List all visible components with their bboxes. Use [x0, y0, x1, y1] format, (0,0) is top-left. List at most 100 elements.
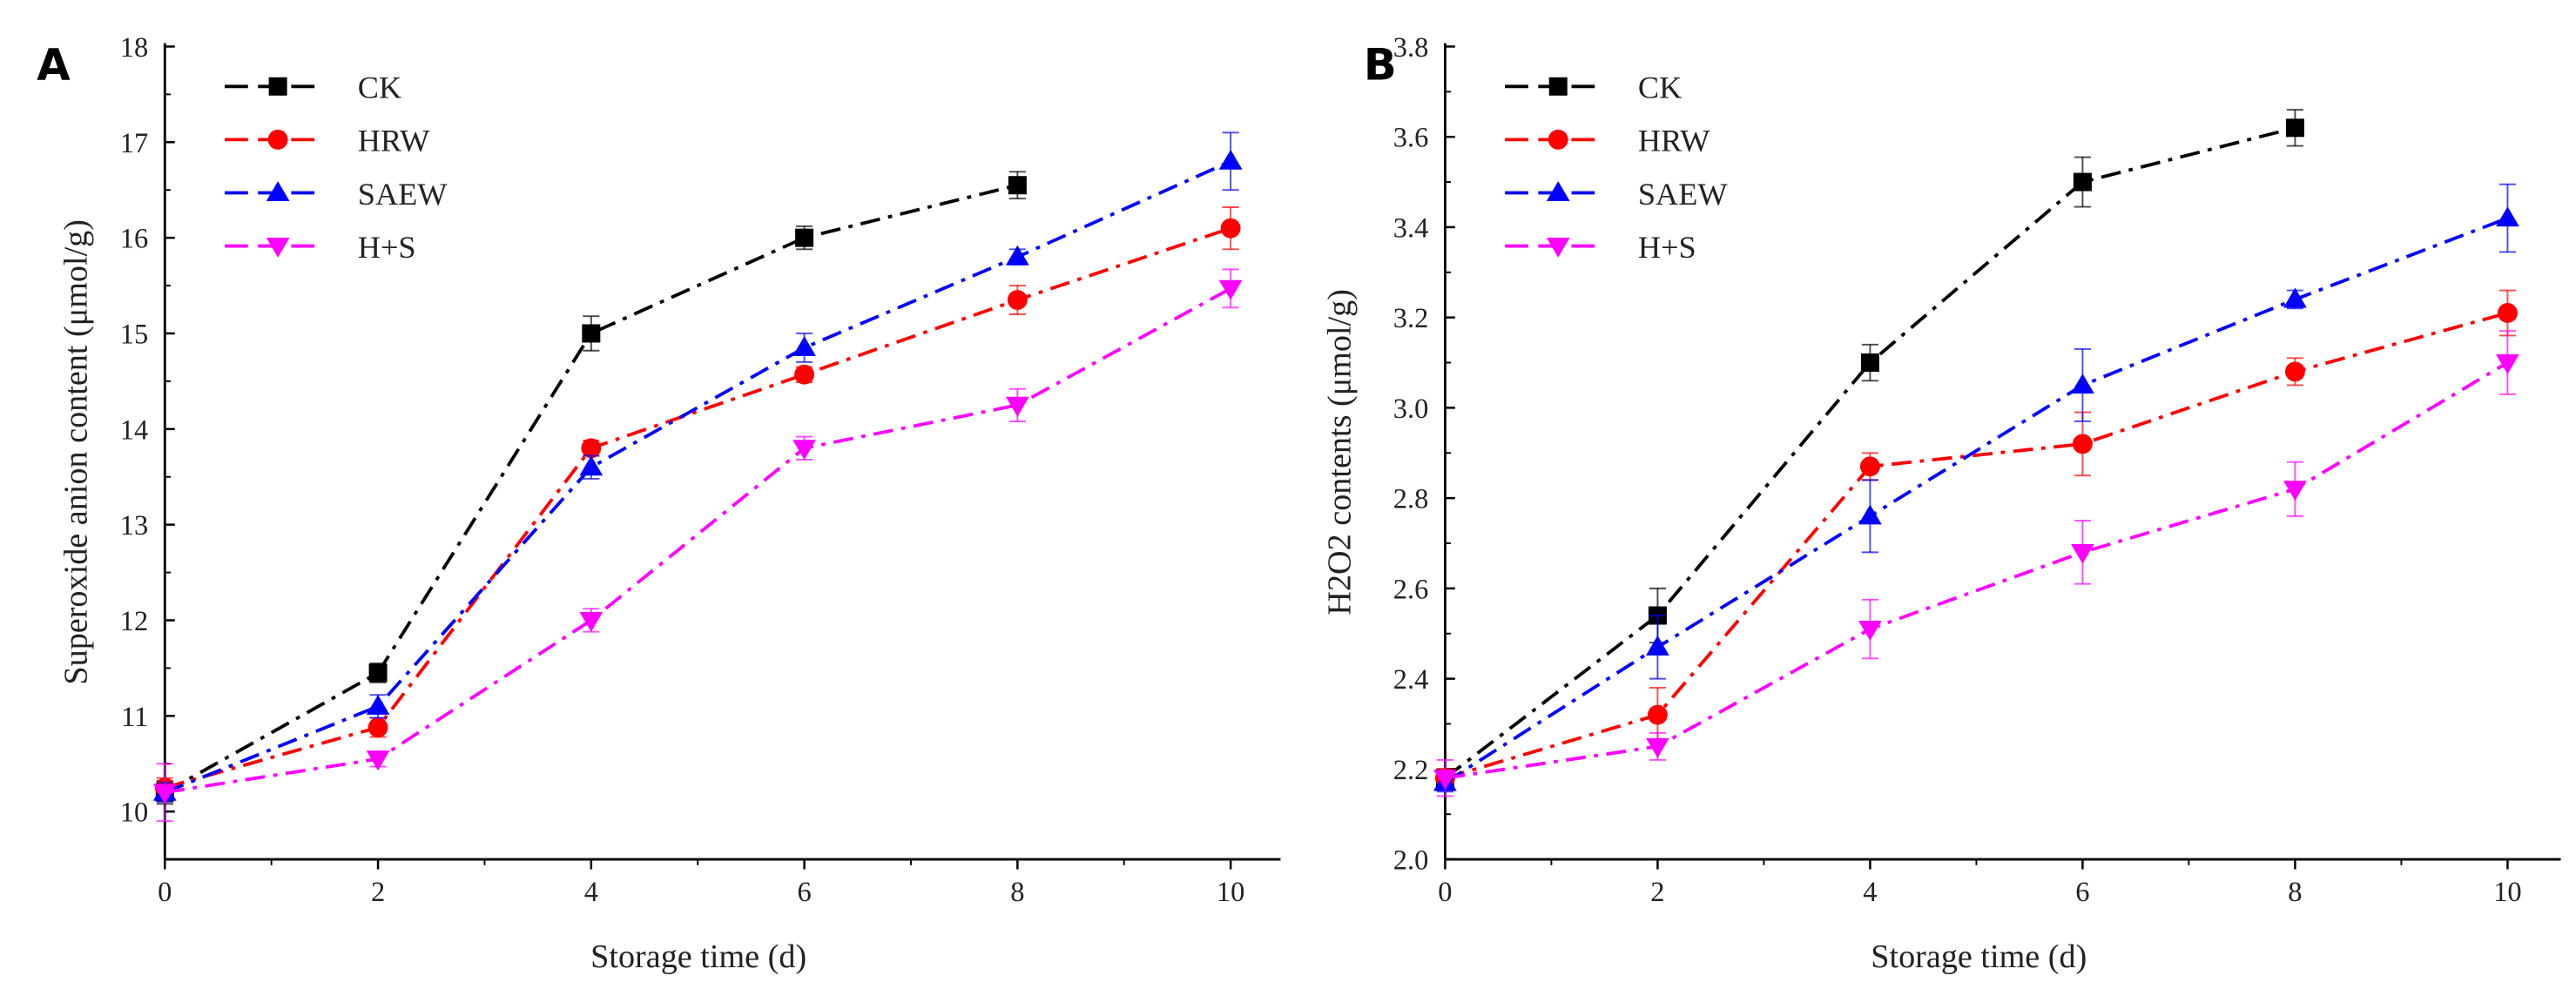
series-line [1444, 216, 2509, 784]
data-point [368, 717, 388, 737]
legend-item: H+S [225, 230, 416, 265]
data-point [1220, 218, 1241, 239]
data-point [1860, 353, 1879, 373]
series-line [1445, 360, 2509, 780]
y-tick-label: 12 [120, 606, 148, 637]
series-line [164, 226, 1231, 790]
x-tick-label: 4 [1863, 877, 1877, 908]
series-saew [152, 131, 1243, 804]
data-point [794, 364, 815, 385]
x-tick-label: 8 [1010, 877, 1024, 908]
series-line [164, 159, 1231, 794]
y-tick-label: 2.0 [1393, 845, 1429, 877]
series-h-s [1433, 330, 2519, 797]
legend-label: HRW [1638, 124, 1710, 158]
data-point [579, 455, 604, 476]
data-point [1007, 290, 1028, 310]
legend-item: CK [225, 71, 401, 105]
legend-label: SAEW [1638, 177, 1729, 212]
data-point [1646, 737, 1669, 758]
x-tick-label: 6 [797, 877, 811, 908]
series-hrw [154, 206, 1241, 798]
x-tick-label: 0 [158, 877, 172, 908]
data-point [1218, 279, 1243, 300]
legend-label: CK [1638, 71, 1682, 105]
legend-label: H+S [1638, 230, 1696, 265]
x-axis-title: Storage time (d) [1871, 939, 2087, 975]
data-point [2283, 481, 2307, 501]
y-tick-label: 10 [120, 797, 148, 829]
x-tick-label: 6 [2075, 877, 2089, 908]
series-ck [155, 171, 1027, 805]
data-point [582, 324, 601, 343]
data-point [368, 663, 388, 683]
y-tick-label: 3.2 [1393, 303, 1429, 334]
data-point [366, 750, 390, 771]
data-point [2496, 206, 2519, 227]
y-tick-label: 3.4 [1393, 212, 1429, 244]
data-point [581, 438, 602, 459]
data-point [2496, 353, 2519, 374]
data-point [152, 784, 177, 804]
legend-item: H+S [1505, 230, 1696, 265]
data-point [2071, 373, 2094, 394]
panel-b-h2o2-chart: B Storage time (d) H2O2 contents (μmol/g… [1322, 32, 2561, 975]
series-h-s [152, 268, 1243, 823]
data-point [2071, 543, 2094, 564]
legend-item: CK [1505, 71, 1682, 105]
data-point [1858, 621, 1882, 641]
y-tick-label: 3.0 [1393, 394, 1429, 425]
legend-marker [267, 129, 288, 150]
data-point [1218, 149, 1243, 170]
y-tick-label: 11 [121, 702, 148, 733]
data-point [1647, 704, 1668, 725]
legend-marker [1548, 129, 1568, 150]
series-line [1444, 311, 2508, 780]
data-point [792, 336, 816, 356]
data-point [795, 228, 814, 247]
y-axis-title: Superoxide anion content (μmol/g) [58, 219, 95, 685]
legend-item: HRW [225, 124, 430, 158]
legend-label: HRW [358, 124, 430, 158]
series-saew [1433, 183, 2519, 793]
data-point [2283, 287, 2307, 308]
y-tick-label: 17 [120, 128, 148, 159]
y-tick-label: 15 [120, 319, 148, 350]
legend-marker [268, 77, 287, 96]
series-line [165, 286, 1232, 795]
y-tick-label: 3.6 [1393, 123, 1429, 154]
legend-label: H+S [358, 230, 416, 265]
legend-label: SAEW [358, 177, 448, 212]
legend-marker [266, 238, 290, 258]
y-tick-label: 2.4 [1393, 664, 1429, 696]
series-hrw [1434, 289, 2518, 789]
legend-item: SAEW [225, 177, 448, 212]
series-line [164, 183, 1018, 794]
legend-marker [1548, 77, 1568, 96]
y-tick-label: 14 [120, 414, 148, 446]
panel-a-superoxide-chart: A Storage time (d) Superoxide anion cont… [37, 32, 1281, 975]
legend-marker [1546, 238, 1570, 258]
data-point [1006, 396, 1029, 417]
legend-item: HRW [1505, 124, 1710, 158]
data-point [1433, 770, 1457, 791]
y-tick-label: 18 [120, 32, 148, 64]
data-point [579, 611, 604, 632]
data-point [2497, 303, 2518, 323]
x-tick-label: 2 [371, 877, 385, 908]
legend-marker [266, 181, 290, 202]
x-axis-title: Storage time (d) [590, 939, 806, 975]
data-point [792, 440, 816, 461]
data-point [2072, 434, 2093, 454]
series-line [1444, 125, 2296, 780]
x-tick-label: 0 [1438, 877, 1452, 908]
y-tick-label: 2.2 [1393, 755, 1429, 786]
panel-label-a: A [37, 40, 71, 91]
data-point [2284, 361, 2305, 382]
y-axis-title: H2O2 contents (μmol/g) [1322, 289, 1359, 616]
data-point [2073, 172, 2092, 192]
x-tick-label: 2 [1650, 877, 1664, 908]
y-tick-label: 2.8 [1393, 484, 1429, 515]
panel-label-b: B [1364, 40, 1397, 91]
